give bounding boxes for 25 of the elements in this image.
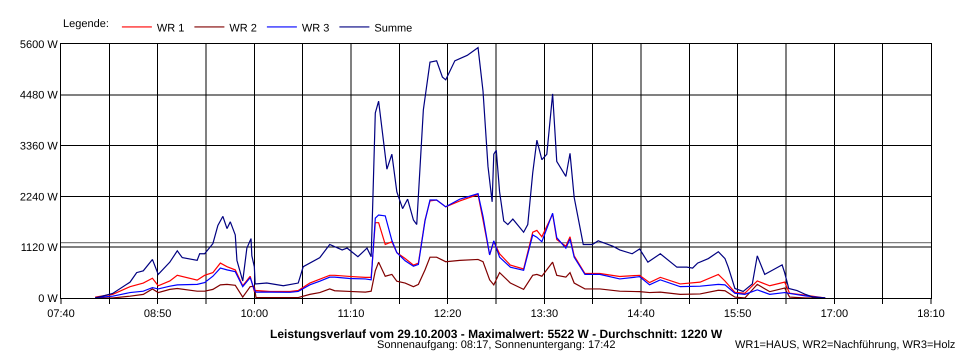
text: Leistungsverlauf vom 29.10.2003 - Maximalwert: 5522 W - Durchschnitt: 1220 W (270, 327, 723, 341)
y-tick-label: 5600 W (20, 38, 58, 51)
x-tick-label: 10:00 (240, 308, 268, 320)
legend-title: Legende: (63, 18, 109, 30)
x-tick-label: 17:00 (820, 308, 848, 320)
y-tick-label: 3360 W (20, 140, 58, 152)
legend-label: WR 3 (302, 22, 330, 34)
x-tick-label: 14:40 (627, 308, 655, 320)
x-tick-label: 11:10 (338, 308, 364, 320)
y-tick-label: 0 W (38, 292, 58, 305)
x-tick-label: 08:50 (144, 308, 172, 320)
line-series (94, 47, 826, 298)
x-tick-label: 07:40 (47, 308, 75, 320)
text: WR1=HAUS, WR2=Nachführung, WR3=Holz (735, 339, 956, 351)
x-tick-label: 12:20 (434, 308, 462, 320)
y-tick-label: 4480 W (20, 90, 58, 102)
y-tick-label: 2240 W (20, 191, 58, 204)
x-tick-label: 15:50 (724, 308, 752, 320)
legend-label: Summe (374, 22, 412, 34)
text: Sonnenaufgang: 08:17, Sonnenuntergang: 17:42 (377, 339, 616, 351)
legend-label: WR 1 (156, 22, 184, 34)
x-tick-label: 13:30 (530, 308, 558, 320)
y-tick-label: 1120 W (20, 242, 58, 254)
x-tick-label: 18:10 (917, 308, 945, 320)
legend-label: WR 2 (229, 22, 257, 34)
